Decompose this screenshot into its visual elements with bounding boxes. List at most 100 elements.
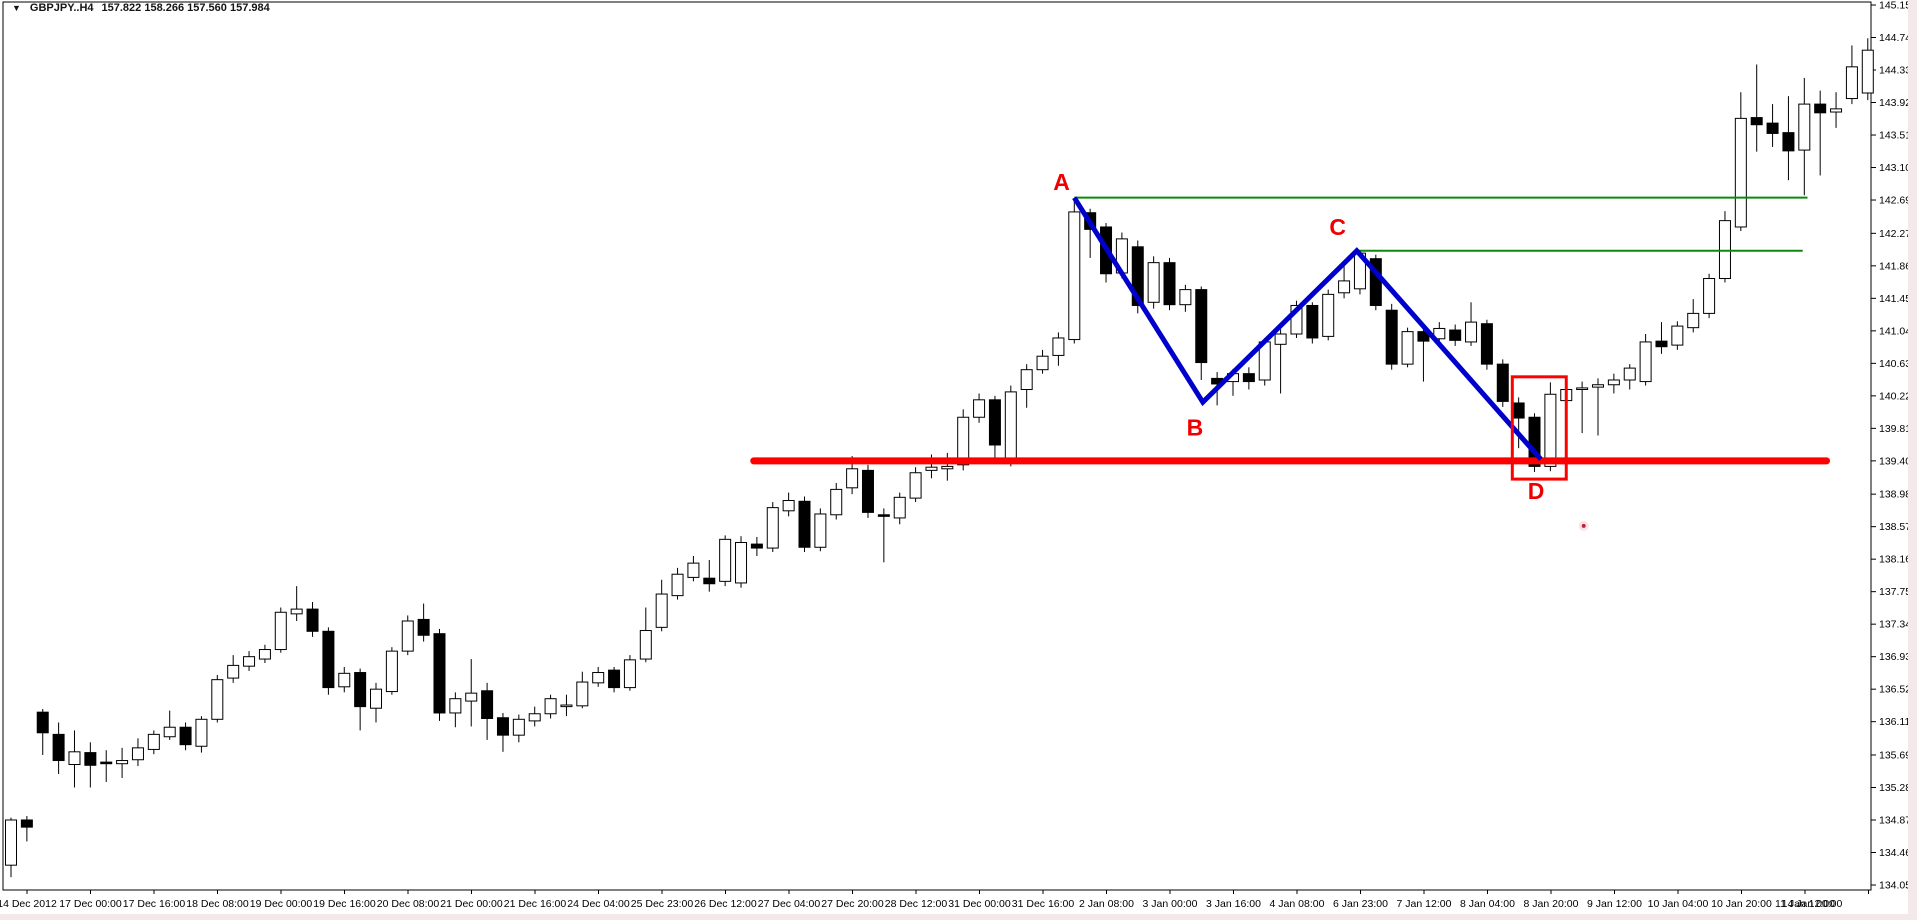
candle-body	[1544, 393, 1557, 467]
candle-body	[1576, 387, 1589, 391]
candle	[1068, 199, 1081, 344]
candle	[1369, 254, 1382, 311]
price-tick-label: 134.870	[1879, 814, 1908, 826]
candle-body	[703, 577, 716, 585]
pattern-highlight-rectangle[interactable]	[1510, 375, 1568, 481]
candle	[623, 655, 636, 691]
time-tick-label: 21 Dec 16:00	[504, 898, 567, 910]
symbol-dropdown-icon[interactable]: ▼	[12, 2, 21, 13]
candle-body	[1782, 132, 1795, 152]
candle-body	[1465, 321, 1478, 343]
candle-body	[1798, 103, 1811, 151]
candle-body	[719, 538, 732, 582]
abcd-pattern-zigzag[interactable]	[1072, 196, 1543, 461]
time-tick-label: 3 Jan 00:00	[1143, 898, 1198, 910]
candle	[1052, 332, 1065, 366]
candle-body	[1528, 416, 1541, 467]
time-tick-label: 4 Jan 08:00	[1270, 898, 1325, 910]
candle-body	[385, 650, 398, 693]
time-tick-label: 6 Jan 23:00	[1333, 898, 1388, 910]
candle	[481, 682, 494, 740]
candle-body	[496, 717, 509, 736]
candle	[227, 655, 240, 683]
price-tick-label: 143.100	[1879, 162, 1908, 174]
candle	[465, 659, 478, 727]
candle-body	[354, 672, 367, 708]
candle-body	[1592, 384, 1604, 388]
candle-body	[1496, 363, 1509, 402]
candle-body	[1750, 117, 1763, 126]
plot-border	[2, 1, 1872, 891]
candle-body	[1433, 327, 1446, 340]
candle-body	[100, 761, 113, 765]
candle-body	[1052, 337, 1065, 356]
pattern-label-b[interactable]: B	[1187, 415, 1204, 441]
candle-body	[1274, 333, 1287, 345]
candle	[687, 555, 700, 582]
candle	[5, 817, 17, 878]
price-tick-label: 135.690	[1879, 749, 1908, 761]
candle	[211, 674, 224, 723]
candle	[576, 671, 589, 709]
price-axis[interactable]: 145.150 144.740 144.330 143.920 143.510 143.1…	[1871, 0, 1908, 892]
candle-body	[370, 688, 383, 709]
candle	[84, 742, 97, 788]
candle-body	[973, 399, 986, 418]
candle-body	[306, 608, 319, 632]
candle	[147, 730, 160, 755]
candle	[338, 666, 351, 693]
price-tick-label: 143.920	[1879, 97, 1908, 109]
candle-body	[243, 656, 256, 667]
candle	[671, 567, 684, 600]
price-tick-label: 136.110	[1879, 716, 1908, 728]
candle-body	[1845, 66, 1858, 100]
candle-body	[131, 747, 144, 761]
pattern-label-d[interactable]: D	[1528, 478, 1545, 504]
candle-body	[1687, 312, 1700, 329]
time-tick-label: 3 Jan 16:00	[1206, 898, 1261, 910]
candle	[1718, 211, 1731, 283]
candle-body	[68, 751, 81, 765]
price-tick-label: 136.520	[1879, 684, 1908, 696]
candle	[1417, 327, 1430, 382]
candle-body	[52, 733, 65, 762]
candle-body	[274, 611, 287, 651]
candle-body	[750, 543, 763, 549]
price-tick-label: 141.450	[1879, 293, 1908, 305]
time-tick-label: 10 Jan 20:00	[1711, 898, 1772, 910]
pattern-label-a[interactable]: A	[1053, 169, 1070, 195]
candle-body	[1830, 108, 1843, 113]
red-dot-mark[interactable]	[1581, 523, 1586, 528]
time-tick-label: 11 Jan 12:00	[1775, 898, 1835, 910]
candle	[1179, 284, 1192, 312]
candle	[1242, 367, 1255, 390]
time-tick-label: 19 Dec 16:00	[313, 898, 376, 910]
price-tick-label: 144.330	[1879, 65, 1908, 77]
candle	[1830, 92, 1843, 128]
candle-body	[798, 500, 811, 548]
time-axis[interactable]: 14 Dec 2012 17 Dec 00:00 17 Dec 16:00 18 De…	[0, 890, 1869, 910]
quote-values: 157.822 158.266 157.560 157.984	[101, 2, 270, 14]
price-tick-label: 137.340	[1879, 619, 1908, 631]
candle	[735, 536, 748, 588]
candle-body	[560, 704, 573, 708]
candle-body	[36, 711, 49, 734]
candle	[258, 644, 271, 664]
price-tick-label: 144.740	[1879, 32, 1908, 44]
candle	[1766, 104, 1779, 147]
price-tick-label: 142.270	[1879, 228, 1908, 240]
candle	[608, 666, 621, 693]
candle	[1750, 64, 1763, 152]
time-tick-label: 14 Dec 2012	[0, 898, 57, 910]
candle-body	[766, 507, 779, 549]
candle-body	[623, 659, 636, 689]
candle-body	[1480, 323, 1493, 365]
time-tick-label: 19 Dec 00:00	[250, 898, 313, 910]
candle	[973, 393, 986, 423]
candle-body	[163, 726, 176, 738]
candle	[1274, 329, 1287, 394]
candle	[893, 492, 906, 525]
candle-body	[5, 819, 17, 866]
pattern-label-c[interactable]: C	[1329, 214, 1346, 240]
candle	[1798, 77, 1811, 196]
